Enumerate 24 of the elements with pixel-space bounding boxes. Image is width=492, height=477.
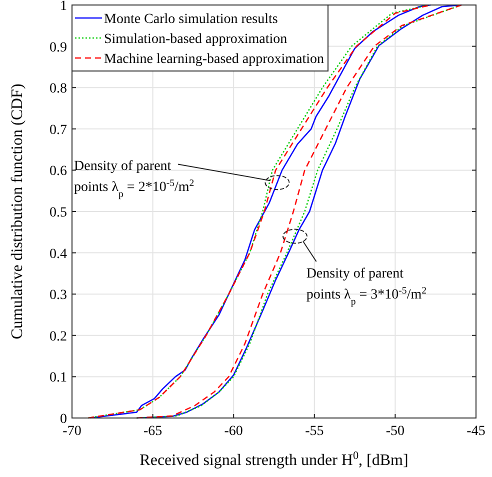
x-axis-title: Received signal strength under H$^{0}$, [dBm] xyxy=(140,450,408,469)
y-tick-label: 0.6 xyxy=(50,164,67,180)
legend-label: Simulation-based approximation xyxy=(104,32,288,47)
x-tick-label: -65 xyxy=(143,424,162,439)
y-tick-label: 0 xyxy=(60,412,67,427)
x-tick-label: -55 xyxy=(305,424,324,439)
y-axis-title: Cumulative distribution function (CDF) xyxy=(9,84,26,340)
x-tick-label: -70 xyxy=(62,424,82,439)
legend-label: Monte Carlo simulation results xyxy=(104,12,278,27)
x-tick-label: -45 xyxy=(466,424,486,439)
x-tick-label: -50 xyxy=(386,424,405,439)
y-tick-label: 0.2 xyxy=(50,329,67,344)
y-tick-label: 0.3 xyxy=(50,288,67,304)
y-tick-label: 0.1 xyxy=(50,370,67,386)
y-tick-label: 1 xyxy=(60,0,67,14)
legend-label: Machine learning-based approximation xyxy=(104,52,324,67)
annotation: Density of parent points λ$_{p}$ = 3*10$^{-5}$/m$^{2}$ xyxy=(306,266,427,308)
y-tick-label: 0.7 xyxy=(50,122,67,138)
y-tick-label: 0.4 xyxy=(50,246,67,262)
x-tick-label: -60 xyxy=(224,424,243,439)
y-tick-label: 0.9 xyxy=(50,40,67,56)
annotation: Density of parent points λ$_{p}$ = 2*10$^{-5}$/m$^{2}$ xyxy=(74,159,194,200)
y-tick-label: 0.8 xyxy=(50,82,67,97)
y-tick-label: 0.5 xyxy=(50,206,67,220)
